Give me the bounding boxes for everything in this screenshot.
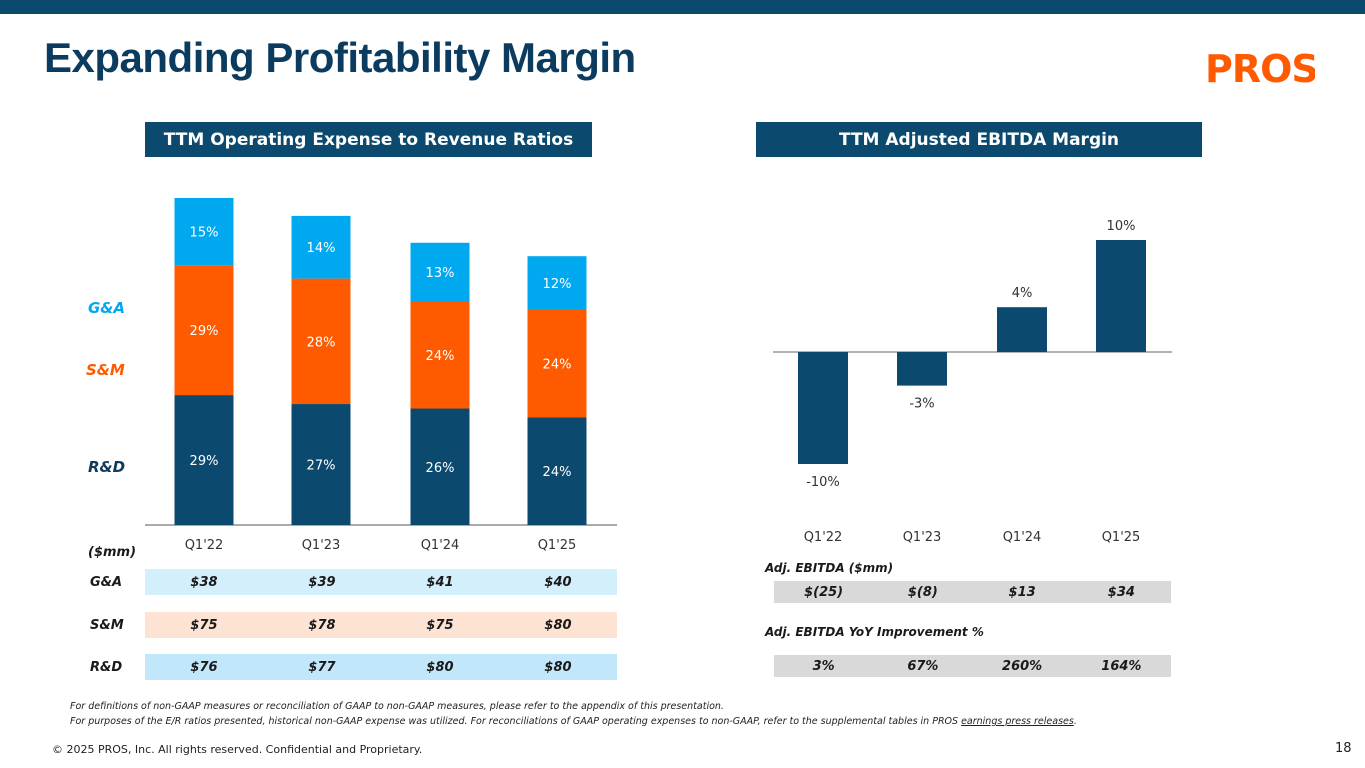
opex-row-label: R&D xyxy=(90,660,123,675)
opex-tick-label: Q1'25 xyxy=(538,538,577,553)
pros-logo: PROS xyxy=(1205,50,1315,86)
top-bar xyxy=(0,0,1365,14)
opex-ratio-chart: 29% 29% 15% Q1'22 27% 28% 14% Q1'23 26% 24% 13% Q1'… xyxy=(145,197,617,553)
ebitda-bar xyxy=(997,307,1047,352)
opex-data-label: 24% xyxy=(543,465,572,480)
opex-table-cell: $78 xyxy=(308,617,336,633)
ebitda-value: $34 xyxy=(1107,584,1135,600)
opex-table-cell: $80 xyxy=(544,659,572,675)
opex-table-row: $38 $39 $41 $40 xyxy=(145,569,617,595)
ebitda-tick-label: Q1'24 xyxy=(1003,530,1042,545)
opex-bar-ga xyxy=(291,215,351,279)
mm-label: ($mm) xyxy=(88,545,137,560)
opex-data-label: 24% xyxy=(543,358,572,373)
page-title: Expanding Profitability Margin xyxy=(44,34,636,81)
opex-data-label: 12% xyxy=(543,277,572,292)
opex-table-cell: $80 xyxy=(426,659,454,675)
opex-data-label: 28% xyxy=(307,335,336,350)
opex-bar-rd xyxy=(174,395,234,525)
opex-table-cell: $77 xyxy=(308,659,336,675)
legend-ga: G&A xyxy=(88,299,126,317)
page-number: 18 xyxy=(1335,741,1352,756)
ebitda-bar xyxy=(798,352,848,464)
yoy-label: Adj. EBITDA YoY Improvement % xyxy=(765,625,984,639)
ebitda-label: Adj. EBITDA ($mm) xyxy=(765,561,894,575)
opex-data-label: 15% xyxy=(190,226,219,241)
opex-table-row: $75 $78 $75 $80 xyxy=(145,612,617,638)
opex-tick-label: Q1'23 xyxy=(302,538,341,553)
ebitda-value: $(25) xyxy=(804,584,844,600)
opex-table-cell: $38 xyxy=(190,574,218,590)
opex-tick-label: Q1'24 xyxy=(421,538,460,553)
opex-chart-header: TTM Operating Expense to Revenue Ratios xyxy=(145,122,592,157)
footnote-2-end: . xyxy=(1073,716,1077,727)
opex-table-cell: $76 xyxy=(190,659,218,675)
ebitda-bar xyxy=(897,352,947,386)
ebitda-data-label: 4% xyxy=(1012,286,1033,301)
ebitda-data-label: 10% xyxy=(1107,219,1136,234)
ebitda-bar xyxy=(1096,240,1146,352)
yoy-value: 164% xyxy=(1101,658,1142,674)
yoy-value: 260% xyxy=(1002,658,1043,674)
ebitda-chart-header: TTM Adjusted EBITDA Margin xyxy=(756,122,1202,157)
copyright: © 2025 PROS, Inc. All rights reserved. C… xyxy=(52,743,423,756)
opex-table-cell: $41 xyxy=(426,574,454,590)
opex-data-label: 24% xyxy=(426,349,455,364)
footnote-2: For purposes of the E/R ratios presented… xyxy=(70,716,1077,727)
opex-table-cell: $80 xyxy=(544,617,572,633)
opex-data-label: 26% xyxy=(426,461,455,476)
legend-sm: S&M xyxy=(86,361,125,379)
ebitda-tick-label: Q1'22 xyxy=(804,530,843,545)
opex-bar-sm xyxy=(174,265,234,396)
footnote-1: For definitions of non-GAAP measures or … xyxy=(70,701,724,712)
footnote-2-text: For purposes of the E/R ratios presented… xyxy=(70,716,962,727)
opex-data-label: 27% xyxy=(307,459,336,474)
yoy-value: 3% xyxy=(812,658,835,674)
opex-row-label: G&A xyxy=(90,575,123,590)
opex-bar-rd xyxy=(291,404,351,525)
earnings-press-link[interactable]: earnings press releases xyxy=(961,716,1074,727)
opex-bar-rd xyxy=(527,417,587,525)
opex-bar-ga xyxy=(527,256,587,310)
opex-bar-ga xyxy=(410,242,470,301)
opex-row-label: S&M xyxy=(90,618,124,633)
opex-table-row: $76 $77 $80 $80 xyxy=(145,654,617,680)
opex-data-label: 29% xyxy=(190,324,219,339)
ebitda-value: $13 xyxy=(1008,584,1036,600)
yoy-row: 3% 67% 260% 164% xyxy=(774,655,1171,677)
ebitda-margin-chart: -10% Q1'22 -3% Q1'23 4% Q1'24 10% Q1'25 xyxy=(773,219,1172,545)
opex-table-cell: $39 xyxy=(308,574,336,590)
ebitda-data-label: -10% xyxy=(806,475,840,490)
opex-bar-rd xyxy=(410,408,470,525)
opex-bar-ga xyxy=(174,197,234,266)
opex-table-cell: $40 xyxy=(544,574,572,590)
opex-data-label: 14% xyxy=(307,241,336,256)
opex-bar-sm xyxy=(527,309,587,418)
opex-table-cell: $75 xyxy=(426,617,454,633)
legend-rd: R&D xyxy=(88,458,126,476)
ebitda-tick-label: Q1'23 xyxy=(903,530,942,545)
opex-data-label: 13% xyxy=(426,266,455,281)
opex-table-cell: $75 xyxy=(190,617,218,633)
ebitda-row: $(25) $(8) $13 $34 xyxy=(774,581,1171,603)
svg-text:PROS: PROS xyxy=(1205,50,1315,86)
ebitda-tick-label: Q1'25 xyxy=(1102,530,1141,545)
yoy-value: 67% xyxy=(907,658,939,674)
opex-tick-label: Q1'22 xyxy=(185,538,224,553)
opex-bar-sm xyxy=(291,278,351,405)
ebitda-data-label: -3% xyxy=(909,397,934,412)
ebitda-value: $(8) xyxy=(907,584,938,600)
opex-data-label: 29% xyxy=(190,454,219,469)
opex-bar-sm xyxy=(410,301,470,409)
